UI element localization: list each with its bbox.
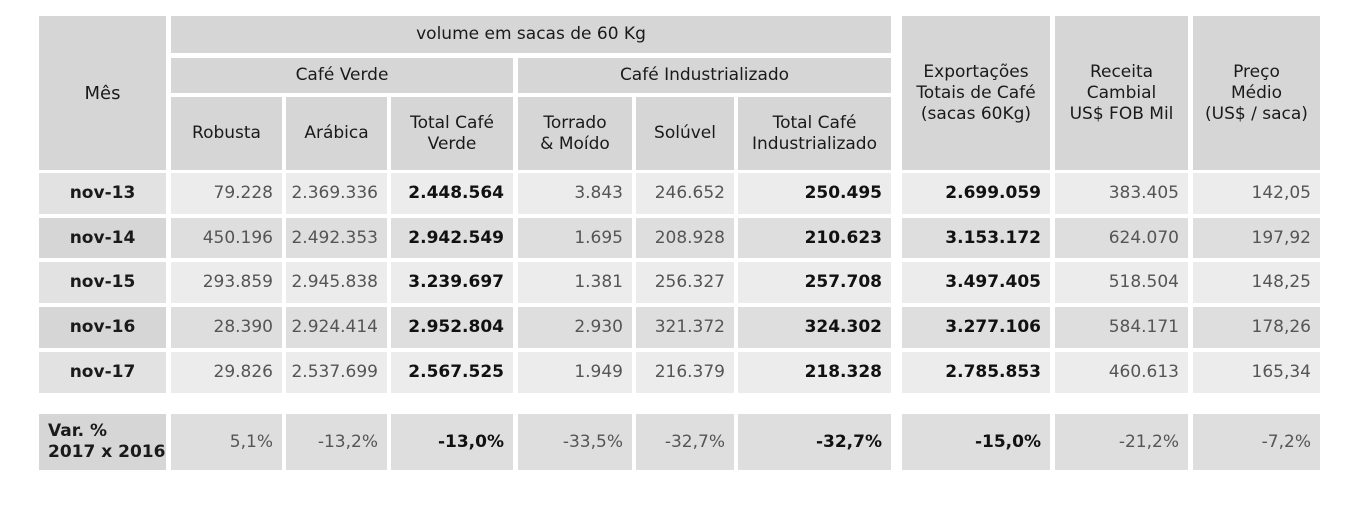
cell-exportacoes: 2.699.059 — [902, 173, 1050, 214]
cell-torrado: 1.949 — [518, 352, 632, 393]
cell-receita: 383.405 — [1055, 173, 1188, 214]
header-torrado-line2: & Moído — [540, 133, 610, 154]
cell-total-ind: 250.495 — [738, 173, 891, 214]
header-receita-line3: US$ FOB Mil — [1069, 103, 1174, 124]
header-torrado: Torrado & Moído — [518, 97, 632, 170]
header-total-cafe-verde: Total Café Verde — [391, 97, 513, 170]
cell-preco: 178,26 — [1193, 307, 1320, 348]
variation-receita: -21,2% — [1055, 414, 1188, 470]
cell-robusta: 79.228 — [171, 173, 282, 214]
cell-arabica: 2.492.353 — [286, 218, 387, 258]
variation-exportacoes: -15,0% — [902, 414, 1050, 470]
cell-total-ind: 324.302 — [738, 307, 891, 348]
variation-torrado: -33,5% — [518, 414, 632, 470]
header-exportacoes: Exportações Totais de Café (sacas 60Kg) — [902, 16, 1050, 170]
row-month: nov-17 — [39, 352, 166, 393]
cell-torrado: 2.930 — [518, 307, 632, 348]
cell-exportacoes: 2.785.853 — [902, 352, 1050, 393]
header-total-cafe-verde-line2: Verde — [427, 133, 477, 154]
variation-arabica: -13,2% — [286, 414, 387, 470]
cell-robusta: 293.859 — [171, 262, 282, 303]
header-torrado-line1: Torrado — [543, 112, 607, 133]
cell-exportacoes: 3.277.106 — [902, 307, 1050, 348]
variation-soluvel: -32,7% — [636, 414, 734, 470]
header-receita-line1: Receita — [1089, 61, 1154, 82]
cell-torrado: 1.381 — [518, 262, 632, 303]
cell-receita: 460.613 — [1055, 352, 1188, 393]
cell-preco: 142,05 — [1193, 173, 1320, 214]
header-total-cafe-verde-line1: Total Café — [410, 112, 494, 133]
variation-label: Var. % 2017 x 2016 — [39, 414, 166, 470]
cell-soluvel: 216.379 — [636, 352, 734, 393]
header-soluvel-label: Solúvel — [654, 123, 716, 143]
header-cafe-verde-label: Café Verde — [295, 65, 389, 85]
header-preco-line3: (US$ / saca) — [1205, 103, 1308, 124]
header-total-industrializado-line2: Industrializado — [752, 133, 877, 154]
cell-total-verde: 2.952.804 — [391, 307, 513, 348]
cell-robusta: 28.390 — [171, 307, 282, 348]
cell-soluvel: 208.928 — [636, 218, 734, 258]
header-exportacoes-line1: Exportações — [923, 61, 1029, 82]
variation-label-line2: 2017 x 2016 — [48, 442, 166, 462]
header-cafe-industrializado-label: Café Industrializado — [619, 65, 790, 85]
cell-receita: 584.171 — [1055, 307, 1188, 348]
header-robusta: Robusta — [171, 97, 282, 170]
cell-torrado: 1.695 — [518, 218, 632, 258]
variation-preco: -7,2% — [1193, 414, 1320, 470]
header-receita: Receita Cambial US$ FOB Mil — [1055, 16, 1188, 170]
header-preco: Preço Médio (US$ / saca) — [1193, 16, 1320, 170]
header-cafe-industrializado: Café Industrializado — [518, 58, 891, 93]
cell-preco: 197,92 — [1193, 218, 1320, 258]
cell-soluvel: 321.372 — [636, 307, 734, 348]
header-exportacoes-line2: Totais de Café — [916, 82, 1036, 103]
cell-arabica: 2.945.838 — [286, 262, 387, 303]
row-month: nov-14 — [39, 218, 166, 258]
cell-preco: 148,25 — [1193, 262, 1320, 303]
cell-total-ind: 218.328 — [738, 352, 891, 393]
header-volume: volume em sacas de 60 Kg — [171, 16, 891, 53]
header-preco-line2: Médio — [1230, 82, 1283, 103]
cell-preco: 165,34 — [1193, 352, 1320, 393]
cell-exportacoes: 3.153.172 — [902, 218, 1050, 258]
cell-robusta: 450.196 — [171, 218, 282, 258]
header-preco-line1: Preço — [1233, 61, 1280, 82]
header-mes: Mês — [39, 16, 166, 170]
header-volume-label: volume em sacas de 60 Kg — [416, 24, 646, 44]
header-receita-line2: Cambial — [1086, 82, 1157, 103]
variation-robusta: 5,1% — [171, 414, 282, 470]
row-month: nov-13 — [39, 173, 166, 214]
row-month: nov-16 — [39, 307, 166, 348]
header-robusta-label: Robusta — [192, 123, 261, 143]
cell-soluvel: 256.327 — [636, 262, 734, 303]
row-month: nov-15 — [39, 262, 166, 303]
header-mes-label: Mês — [84, 82, 121, 104]
header-soluvel: Solúvel — [636, 97, 734, 170]
header-cafe-verde: Café Verde — [171, 58, 513, 93]
cell-soluvel: 246.652 — [636, 173, 734, 214]
header-total-industrializado-line1: Total Café — [772, 112, 857, 133]
cell-robusta: 29.826 — [171, 352, 282, 393]
cell-receita: 624.070 — [1055, 218, 1188, 258]
cell-total-ind: 257.708 — [738, 262, 891, 303]
header-arabica: Arábica — [286, 97, 387, 170]
cell-total-verde: 2.567.525 — [391, 352, 513, 393]
header-exportacoes-line3: (sacas 60Kg) — [920, 103, 1032, 124]
cell-arabica: 2.369.336 — [286, 173, 387, 214]
variation-label-line1: Var. % — [48, 421, 108, 441]
cell-total-verde: 3.239.697 — [391, 262, 513, 303]
header-arabica-label: Arábica — [304, 123, 369, 143]
cell-receita: 518.504 — [1055, 262, 1188, 303]
cell-total-ind: 210.623 — [738, 218, 891, 258]
header-total-industrializado: Total Café Industrializado — [738, 97, 891, 170]
cell-torrado: 3.843 — [518, 173, 632, 214]
variation-total-industrializado: -32,7% — [738, 414, 891, 470]
cell-exportacoes: 3.497.405 — [902, 262, 1050, 303]
cell-total-verde: 2.942.549 — [391, 218, 513, 258]
cell-arabica: 2.924.414 — [286, 307, 387, 348]
cell-total-verde: 2.448.564 — [391, 173, 513, 214]
variation-total-verde: -13,0% — [391, 414, 513, 470]
cell-arabica: 2.537.699 — [286, 352, 387, 393]
